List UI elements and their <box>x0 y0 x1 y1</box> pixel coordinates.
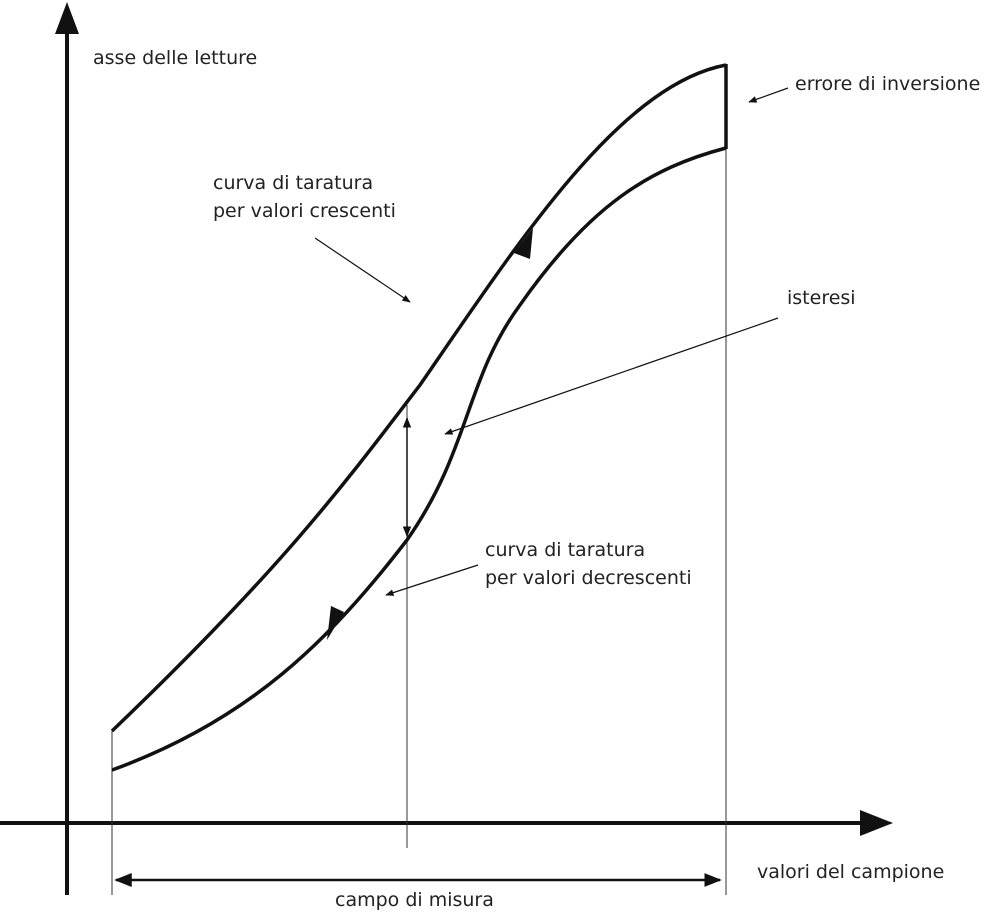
pointer <box>314 237 411 303</box>
range-label: campo di misura <box>335 889 494 911</box>
decreasing-label: curva di taratura <box>485 539 645 561</box>
increasing-label: per valori crescenti <box>213 200 396 222</box>
hysteresis-label: isteresi <box>787 287 856 309</box>
y-axis-label: asse delle letture <box>93 47 257 69</box>
pointer <box>748 87 789 103</box>
increasing-curve <box>110 63 727 733</box>
inversion-label: errore di inversione <box>795 73 980 95</box>
x-axis-arrow <box>860 810 893 836</box>
x-axis-label: valori del campione <box>757 861 944 883</box>
pointer <box>444 317 779 435</box>
pointer <box>385 564 479 596</box>
y-axis-arrow <box>55 2 79 34</box>
increasing-label: curva di taratura <box>213 172 373 194</box>
direction-arrow <box>327 606 344 640</box>
decreasing-curve <box>111 146 727 772</box>
direction-arrow <box>514 228 533 259</box>
decreasing-label: per valori decrescenti <box>485 567 692 589</box>
